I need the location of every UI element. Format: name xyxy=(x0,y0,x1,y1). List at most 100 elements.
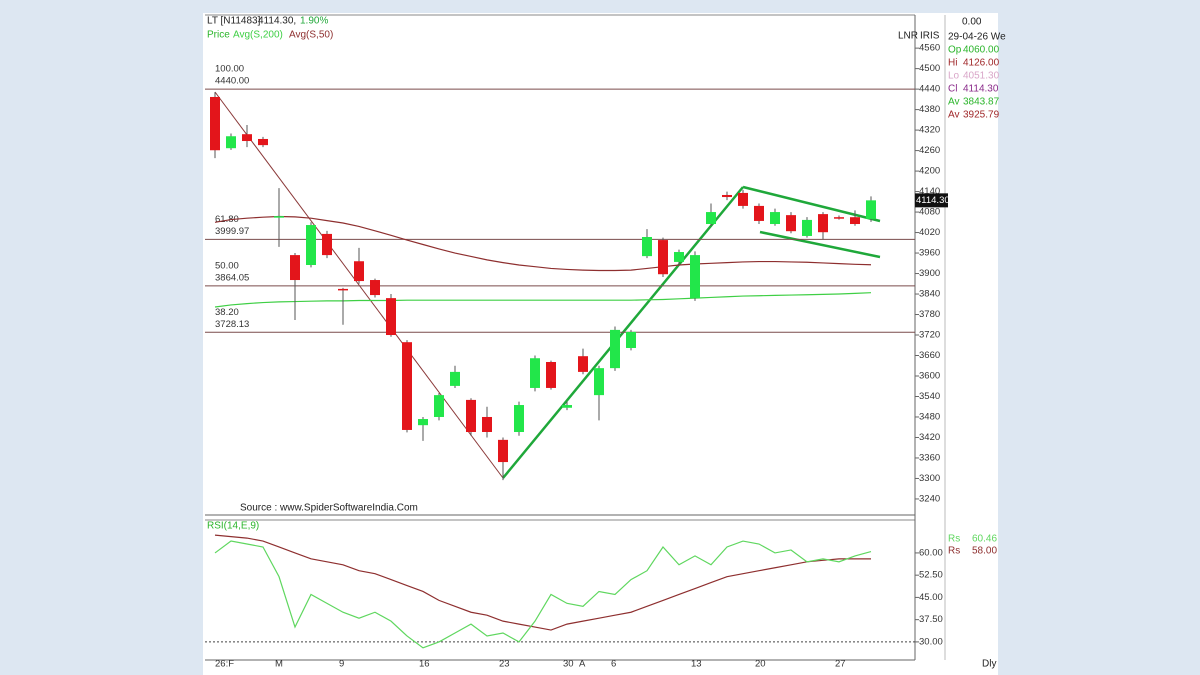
y-tick-label: 4080 xyxy=(919,207,940,218)
x-tick-label: 6 xyxy=(611,659,616,670)
candle-body xyxy=(482,416,492,433)
candle-body xyxy=(754,205,764,221)
legend-entry: Avg(S,200) xyxy=(233,30,283,41)
price-label: Price xyxy=(207,30,230,41)
candle-body xyxy=(242,134,252,142)
x-tick-label: 27 xyxy=(835,659,846,670)
y-tick-label: 3240 xyxy=(919,493,940,504)
symbol: LT [N11483] xyxy=(207,16,261,27)
candle-body xyxy=(866,200,876,219)
fib-price: 3999.97 xyxy=(215,226,249,237)
candle-body xyxy=(578,356,588,372)
candle-body xyxy=(258,138,268,146)
fib-ratio: 38.20 xyxy=(215,307,239,318)
candle-body xyxy=(722,194,732,198)
candle-body xyxy=(530,358,540,388)
info-key: Op xyxy=(948,45,962,56)
candle-body xyxy=(546,361,556,388)
candle-body xyxy=(626,331,636,348)
candle-body xyxy=(770,212,780,225)
info-top: 0.00 xyxy=(962,17,982,28)
rsi-legend-value: 58.00 xyxy=(972,546,997,557)
candle-body xyxy=(402,342,412,430)
fib-price: 3864.05 xyxy=(215,272,249,283)
info-key: Lo xyxy=(948,71,960,82)
top-right-label: IRIS xyxy=(920,31,940,42)
x-tick-label: 26:F xyxy=(215,659,234,670)
candle-body xyxy=(450,371,460,386)
info-value: 4051.30 xyxy=(963,71,1000,82)
y-tick-label: 3720 xyxy=(919,330,940,341)
x-tick-label: 9 xyxy=(339,659,344,670)
rsi-tick-label: 30.00 xyxy=(919,636,943,647)
candle-body xyxy=(418,419,428,426)
header-price: 4114.30, xyxy=(258,16,296,27)
y-tick-label: 4500 xyxy=(919,63,940,74)
candle-body xyxy=(786,215,796,232)
y-tick-label: 4260 xyxy=(919,145,940,156)
y-tick-label: 4200 xyxy=(919,166,940,177)
y-tick-label: 4140 xyxy=(919,186,940,197)
candle-body xyxy=(610,329,620,369)
candle-body xyxy=(562,405,572,408)
legend-entry: Avg(S,50) xyxy=(289,30,333,41)
ma-line xyxy=(214,292,872,308)
top-right-label: LNR xyxy=(898,31,918,42)
candle-body xyxy=(738,192,748,206)
y-tick-label: 3600 xyxy=(919,371,940,382)
candle-body xyxy=(386,298,396,336)
candle-body xyxy=(818,214,828,233)
fib-ratio: 61.80 xyxy=(215,214,239,225)
candle-body xyxy=(674,252,684,262)
rsi-legend-name: Rs xyxy=(948,546,960,557)
candle-body xyxy=(274,216,284,218)
period-label: Dly xyxy=(982,659,996,670)
ma-line xyxy=(214,215,872,272)
last-price-tag xyxy=(915,193,948,208)
info-key: Av xyxy=(948,97,960,108)
candle-body xyxy=(706,212,716,225)
candle-body xyxy=(834,217,844,219)
candle-body xyxy=(802,219,812,236)
y-tick-label: 3300 xyxy=(919,473,940,484)
rsi-tick-label: 45.00 xyxy=(919,592,943,603)
y-tick-label: 3420 xyxy=(919,432,940,443)
y-tick-label: 3840 xyxy=(919,289,940,300)
candle-body xyxy=(642,236,652,257)
x-tick-label: 23 xyxy=(499,659,510,670)
x-tick-label: A xyxy=(579,659,586,670)
candle-body xyxy=(370,280,380,296)
info-value: 3925.79 xyxy=(963,110,1000,121)
candle-body xyxy=(226,136,236,149)
info-value: 3843.87 xyxy=(963,97,1000,108)
source: Source : www.SpiderSoftwareIndia.Com xyxy=(240,503,418,514)
y-tick-label: 3480 xyxy=(919,411,940,422)
rsi-tick-label: 60.00 xyxy=(919,547,943,558)
rsi-title: RSI(14,E,9) xyxy=(207,521,259,532)
rsi-legend-value: 60.46 xyxy=(972,534,997,545)
candle-body xyxy=(594,368,604,396)
last-price-label: 4114.30 xyxy=(916,195,950,206)
y-tick-label: 4380 xyxy=(919,104,940,115)
fib-ratio: 100.00 xyxy=(215,64,244,75)
candle-body xyxy=(210,96,220,151)
fib-price: 3728.13 xyxy=(215,319,249,330)
y-tick-label: 4320 xyxy=(919,125,940,136)
candle-body xyxy=(338,288,348,291)
y-tick-label: 3360 xyxy=(919,452,940,463)
candle-body xyxy=(466,399,476,433)
candle-body xyxy=(354,261,364,282)
info-value: 4060.00 xyxy=(963,45,1000,56)
y-tick-label: 3780 xyxy=(919,309,940,320)
candle-body xyxy=(850,217,860,225)
info-value: 4126.00 xyxy=(963,58,1000,69)
fib-price: 4440.00 xyxy=(215,76,249,87)
y-tick-label: 3660 xyxy=(919,350,940,361)
header-change: 1.90% xyxy=(300,16,328,27)
x-tick-label: 16 xyxy=(419,659,430,670)
candle-body xyxy=(434,395,444,417)
info-value: 4114.30 xyxy=(963,84,999,95)
info-key: Hi xyxy=(948,58,957,69)
